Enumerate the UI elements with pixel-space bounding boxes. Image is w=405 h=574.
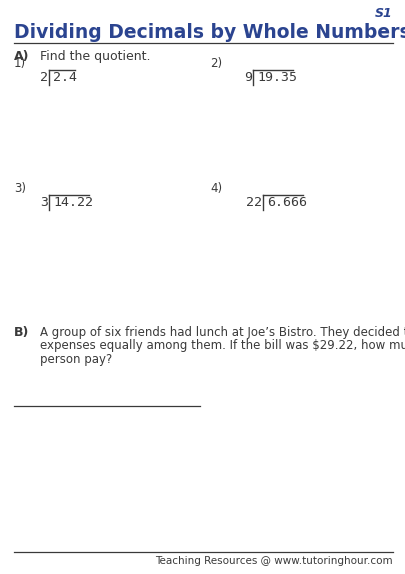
Text: Find the quotient.: Find the quotient. (40, 50, 151, 63)
Text: 22: 22 (246, 196, 262, 209)
Text: B): B) (14, 326, 30, 339)
Text: 2.4: 2.4 (53, 71, 77, 84)
Text: person pay?: person pay? (40, 353, 112, 366)
Text: expenses equally among them. If the bill was $29.22, how much did each: expenses equally among them. If the bill… (40, 339, 405, 352)
Text: Dividing Decimals by Whole Numbers: Dividing Decimals by Whole Numbers (14, 23, 405, 42)
Text: 2): 2) (210, 57, 222, 70)
Text: 3: 3 (40, 196, 48, 209)
Text: 1): 1) (14, 57, 26, 70)
Text: S1: S1 (375, 7, 393, 20)
Text: 19.35: 19.35 (257, 71, 297, 84)
Text: A): A) (14, 50, 30, 63)
Text: 14.22: 14.22 (53, 196, 93, 209)
Text: Teaching Resources @ www.tutoringhour.com: Teaching Resources @ www.tutoringhour.co… (156, 556, 393, 566)
Text: 2: 2 (40, 71, 48, 84)
Text: 3): 3) (14, 182, 26, 195)
Text: 9: 9 (244, 71, 252, 84)
Text: A group of six friends had lunch at Joe’s Bistro. They decided to share the: A group of six friends had lunch at Joe’… (40, 326, 405, 339)
Text: 4): 4) (210, 182, 222, 195)
Text: 6.666: 6.666 (267, 196, 307, 209)
